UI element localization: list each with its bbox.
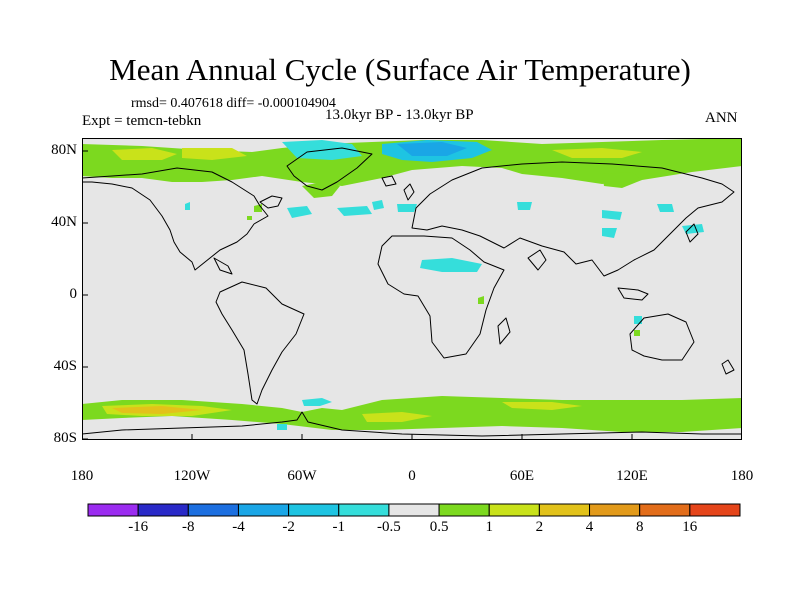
- colorbar-swatch: [137, 503, 189, 517]
- lon-label-0: 0: [408, 468, 416, 484]
- lon-label-180-west: 180: [70, 468, 94, 484]
- coast-australia: [629, 313, 695, 361]
- colorbar-swatch: [538, 503, 591, 517]
- colorbar-swatch: [237, 503, 290, 517]
- colorbar-swatch: [338, 503, 390, 517]
- coast-iceland: [381, 175, 397, 187]
- coastlines: [82, 147, 742, 437]
- lat-label-40n: 40N: [51, 214, 77, 230]
- coast-british-isles: [403, 183, 415, 201]
- lon-label-120e: 120E: [616, 468, 648, 484]
- colorbar-swatch: [388, 503, 440, 517]
- period-label: 13.0kyr BP - 13.0kyr BP: [325, 107, 474, 123]
- colorbar-swatch: [187, 503, 239, 517]
- coast-north-america: [82, 167, 269, 271]
- colorbar-swatch: [438, 503, 490, 517]
- colorbar-swatch: [488, 503, 540, 517]
- colorbar-label: -2: [282, 519, 295, 535]
- coast-central-america: [213, 257, 233, 275]
- lat-label-40s: 40S: [53, 358, 77, 374]
- southern-ocean-anomaly-band: [82, 396, 742, 432]
- lat-label-80s: 80S: [53, 430, 77, 446]
- colorbar-swatch: [87, 503, 139, 517]
- coast-eurasia: [411, 161, 735, 277]
- coast-japan: [685, 223, 699, 243]
- coast-africa: [377, 235, 505, 359]
- coast-antarctica: [82, 411, 742, 437]
- lat-label-80n: 80N: [51, 142, 77, 158]
- midlatitude-anomaly-patches: [185, 200, 704, 336]
- plot-title: Mean Annual Cycle (Surface Air Temperatu…: [109, 52, 691, 87]
- colorbar-label: -16: [128, 519, 149, 535]
- lat-label-0: 0: [69, 286, 78, 302]
- lon-label-120w: 120W: [173, 468, 211, 484]
- arctic-anomaly-field: [82, 138, 742, 198]
- colorbar-swatch: [689, 503, 741, 517]
- colorbar-label: -1: [332, 519, 346, 535]
- colorbar-swatch: [288, 503, 340, 517]
- stats-text: rmsd= 0.407618 diff= -0.000104904: [131, 96, 336, 111]
- coast-india: [527, 249, 547, 271]
- lon-label-60e: 60E: [509, 468, 535, 484]
- colorbar-label: 8: [635, 519, 644, 535]
- colorbar-label: 4: [585, 519, 594, 535]
- axis-ticks: [82, 150, 633, 440]
- lon-label-180-east: 180: [730, 468, 754, 484]
- colorbar-label: 0.5: [429, 519, 449, 535]
- experiment-label: Expt = temcn-tebkn: [82, 113, 202, 129]
- colorbar-label: 16: [682, 519, 698, 535]
- season-label: ANN: [705, 110, 738, 126]
- colorbar-label: -8: [182, 519, 195, 535]
- colorbar-label: -4: [232, 519, 245, 535]
- colorbar-label: 2: [535, 519, 544, 535]
- colorbar: [87, 503, 741, 517]
- lon-label-60w: 60W: [287, 468, 317, 484]
- colorbar-label: -0.5: [377, 519, 401, 535]
- colorbar-swatch: [589, 503, 641, 517]
- coast-greenland: [286, 147, 373, 191]
- colorbar-label: 1: [485, 519, 493, 535]
- colorbar-swatch: [639, 503, 691, 517]
- coast-new-zealand: [721, 359, 735, 375]
- map-background: [82, 138, 742, 440]
- coast-south-america: [215, 281, 305, 405]
- coast-labrador: [259, 195, 283, 209]
- coast-madagascar: [497, 317, 511, 345]
- coast-indonesia: [617, 287, 649, 301]
- map-panel: [82, 138, 742, 440]
